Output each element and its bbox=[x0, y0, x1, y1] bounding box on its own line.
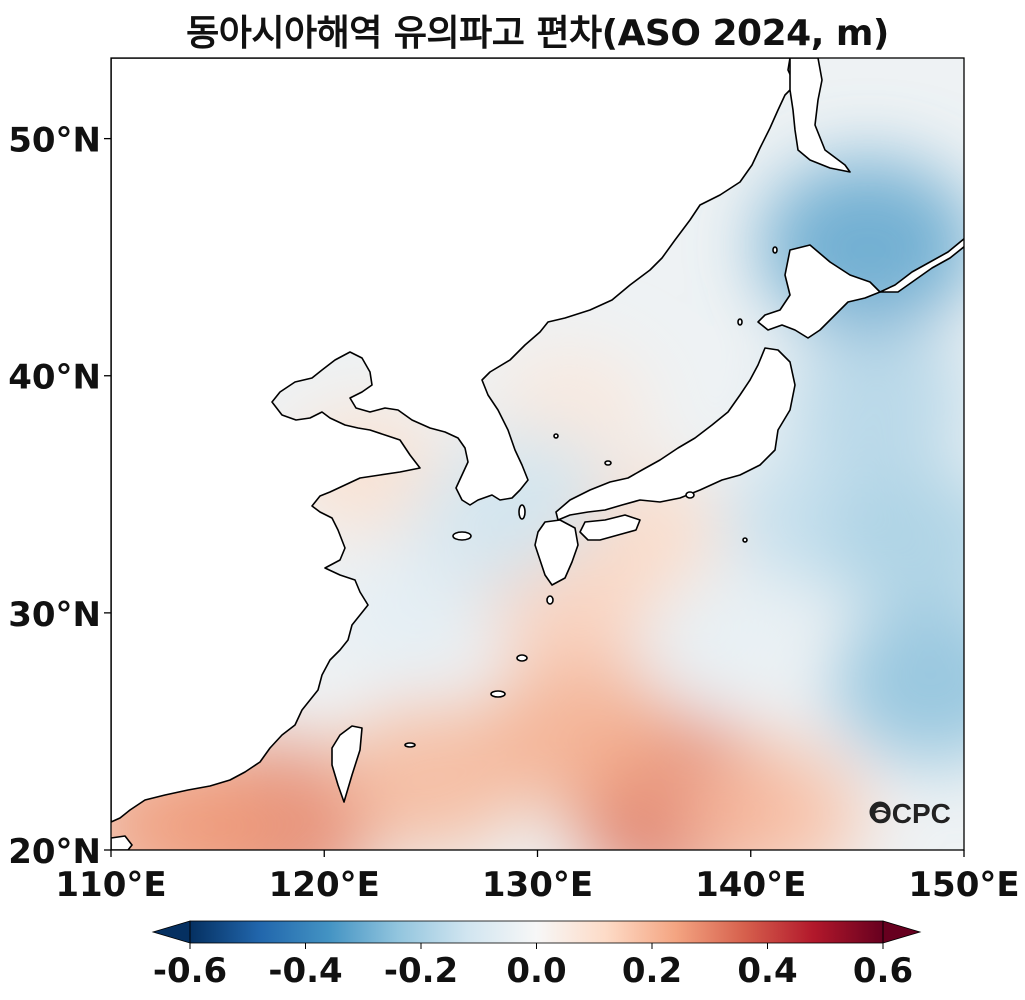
lon-tick-label: 110°E bbox=[55, 865, 166, 905]
colorbar-gradient bbox=[190, 921, 883, 943]
colorbar-tick-label: -0.4 bbox=[268, 951, 342, 991]
amami bbox=[516, 654, 528, 662]
rishiri bbox=[772, 246, 778, 254]
tsushima bbox=[518, 504, 526, 520]
jeju bbox=[452, 531, 472, 541]
lat-tick-label: 20°N bbox=[8, 832, 101, 872]
asian-mainland bbox=[111, 58, 796, 823]
colorbar-tick-label: 0.2 bbox=[622, 951, 682, 991]
longitude-axis: 110°E 120°E 130°E 140°E 150°E bbox=[55, 850, 1020, 905]
kuril-islands bbox=[879, 237, 964, 293]
shikoku bbox=[579, 514, 641, 541]
anomaly-blob bbox=[680, 741, 864, 850]
lon-tick-label: 120°E bbox=[269, 865, 380, 905]
colorbar-tick-label: -0.6 bbox=[153, 951, 227, 991]
okushiri bbox=[737, 318, 743, 326]
colorbar-extend-min bbox=[151, 920, 191, 944]
ishigaki bbox=[404, 742, 416, 748]
oki-island bbox=[604, 460, 612, 466]
ocpc-logo-text: OCPC bbox=[870, 798, 951, 829]
anomaly-blob bbox=[827, 466, 964, 617]
lon-tick-label: 150°E bbox=[908, 865, 1019, 905]
anomaly-blob bbox=[832, 604, 964, 764]
tanegashima bbox=[546, 595, 554, 605]
anomaly-blob bbox=[642, 576, 795, 697]
kyushu bbox=[534, 519, 579, 586]
hainan-edge bbox=[111, 835, 133, 850]
lon-tick-label: 140°E bbox=[695, 865, 806, 905]
sakhalin bbox=[789, 58, 851, 173]
dokdo bbox=[553, 433, 559, 439]
lat-tick-label: 50°N bbox=[8, 121, 101, 161]
taiwan bbox=[331, 725, 363, 803]
land-masses bbox=[111, 58, 964, 850]
ocpc-logo: OCPC bbox=[869, 798, 951, 829]
colorbar-ticks: -0.6 -0.4 -0.2 0.0 0.2 0.4 0.6 bbox=[153, 943, 913, 991]
colorbar-tick-label: 0.0 bbox=[506, 951, 566, 991]
colorbar-tick-label: -0.2 bbox=[384, 951, 458, 991]
anomaly-blob bbox=[336, 703, 525, 850]
izu-island bbox=[742, 537, 748, 543]
honshu bbox=[555, 347, 796, 521]
anomaly-blob bbox=[483, 654, 677, 809]
colorbar: -0.6 -0.4 -0.2 0.0 0.2 0.4 0.6 bbox=[151, 920, 922, 991]
latitude-axis: 50°N 40°N 30°N 20°N bbox=[8, 121, 111, 872]
lat-tick-label: 30°N bbox=[8, 595, 101, 635]
map-title: 동아시아해역 유의파고 편차(ASO 2024, m) bbox=[186, 13, 889, 54]
colorbar-tick-label: 0.4 bbox=[737, 951, 797, 991]
okinawa bbox=[490, 690, 506, 698]
sado bbox=[685, 491, 695, 499]
lat-tick-label: 40°N bbox=[8, 358, 101, 398]
colorbar-extend-max bbox=[882, 920, 922, 944]
lon-tick-label: 130°E bbox=[482, 865, 593, 905]
anomaly-blob bbox=[787, 326, 964, 473]
colorbar-tick-label: 0.6 bbox=[853, 951, 913, 991]
hokkaido bbox=[757, 244, 881, 339]
